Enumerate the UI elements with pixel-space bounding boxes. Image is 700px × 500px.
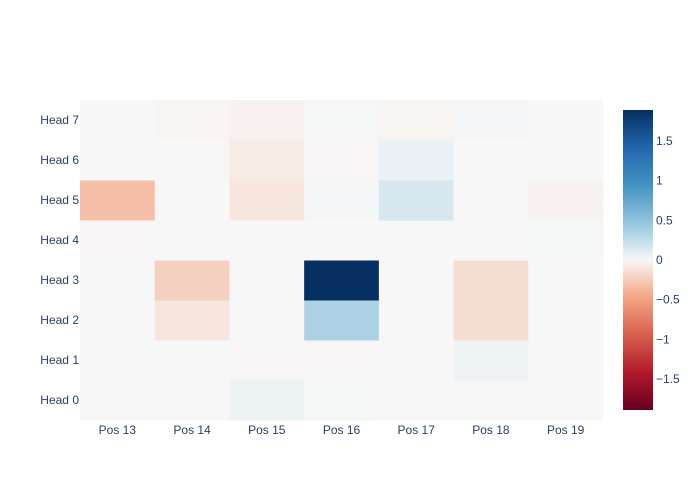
heatmap-cell — [154, 340, 230, 381]
heatmap-cell — [154, 180, 230, 221]
heatmap-cell — [528, 260, 604, 301]
y-tick-label: Head 5 — [40, 193, 79, 207]
colorbar-tick-label: −0.5 — [656, 293, 680, 307]
heatmap-cell — [453, 100, 529, 141]
heatmap-cell — [453, 260, 529, 301]
heatmap-cell — [528, 340, 604, 381]
x-axis-ticks: Pos 13 Pos 14 Pos 15 Pos 16 Pos 17 Pos 18 Pos … — [99, 423, 585, 437]
heatmap-cell — [229, 180, 305, 221]
heatmap-cell — [304, 100, 380, 141]
colorbar-tick-label: 1.5 — [656, 134, 673, 148]
x-tick-label: Pos 17 — [398, 423, 436, 437]
x-tick-label: Pos 15 — [248, 423, 286, 437]
heatmap-cells — [80, 100, 604, 421]
heatmap-cell — [154, 380, 230, 421]
heatmap-cell — [304, 260, 380, 301]
heatmap-cell — [304, 380, 380, 421]
heatmap-cell — [304, 140, 380, 181]
heatmap-cell — [378, 380, 455, 421]
heatmap-cell — [80, 340, 156, 381]
heatmap-cell — [154, 260, 230, 301]
heatmap-cell — [154, 140, 230, 181]
heatmap-cell — [304, 180, 380, 221]
heatmap-cell — [80, 140, 156, 181]
heatmap-cell — [528, 100, 604, 141]
y-tick-label: Head 2 — [40, 313, 79, 327]
heatmap-cell — [80, 180, 156, 221]
heatmap-cell — [229, 140, 305, 181]
y-tick-label: Head 1 — [40, 353, 79, 367]
heatmap-cell — [528, 180, 604, 221]
heatmap-cell — [378, 300, 455, 341]
heatmap-cell — [453, 220, 529, 261]
heatmap-cell — [378, 100, 455, 141]
heatmap-cell — [229, 260, 305, 301]
heatmap-cell — [229, 220, 305, 261]
y-tick-label: Head 4 — [40, 233, 79, 247]
heatmap-cell — [528, 380, 604, 421]
heatmap-cell — [80, 300, 156, 341]
y-tick-label: Head 0 — [40, 393, 79, 407]
x-tick-label: Pos 13 — [99, 423, 137, 437]
x-tick-label: Pos 16 — [323, 423, 361, 437]
heatmap-cell — [378, 180, 455, 221]
heatmap-cell — [304, 340, 380, 381]
y-axis-ticks: Head 0 Head 1 Head 2 Head 3 Head 4 Head 5 Head… — [40, 113, 79, 407]
y-tick-label: Head 6 — [40, 153, 79, 167]
heatmap-cell — [80, 220, 156, 261]
x-tick-label: Pos 18 — [472, 423, 510, 437]
colorbar — [623, 110, 653, 410]
heatmap-cell — [229, 340, 305, 381]
colorbar-tick-label: −1 — [656, 332, 670, 346]
heatmap-cell — [378, 220, 455, 261]
heatmap-cell — [154, 100, 230, 141]
heatmap-cell — [80, 380, 156, 421]
heatmap-cell — [453, 140, 529, 181]
heatmap-cell — [378, 260, 455, 301]
colorbar-tick-label: 0 — [656, 253, 663, 267]
colorbar-tick-label: 0.5 — [656, 213, 673, 227]
heatmap-cell — [304, 300, 380, 341]
colorbar-tick-label: 1 — [656, 174, 663, 188]
y-tick-label: Head 3 — [40, 273, 79, 287]
heatmap-cell — [304, 220, 380, 261]
colorbar-tick-label: −1.5 — [656, 372, 680, 386]
y-tick-label: Head 7 — [40, 113, 79, 127]
heatmap-cell — [154, 220, 230, 261]
heatmap-cell — [229, 380, 305, 421]
heatmap-cell — [229, 100, 305, 141]
heatmap-cell — [528, 300, 604, 341]
heatmap-cell — [453, 340, 529, 381]
heatmap-cell — [453, 180, 529, 221]
heatmap-cell — [80, 100, 156, 141]
colorbar-ticks: 1.5 1 0.5 0 −0.5 −1 −1.5 — [656, 134, 680, 386]
heatmap-cell — [453, 380, 529, 421]
heatmap-cell — [378, 140, 455, 181]
heatmap-cell — [154, 300, 230, 341]
heatmap-cell — [528, 140, 604, 181]
heatmap-cell — [80, 260, 156, 301]
x-tick-label: Pos 19 — [547, 423, 585, 437]
heatmap-cell — [453, 300, 529, 341]
heatmap-cell — [528, 220, 604, 261]
x-tick-label: Pos 14 — [173, 423, 211, 437]
heatmap-cell — [229, 300, 305, 341]
heatmap-cell — [378, 340, 455, 381]
